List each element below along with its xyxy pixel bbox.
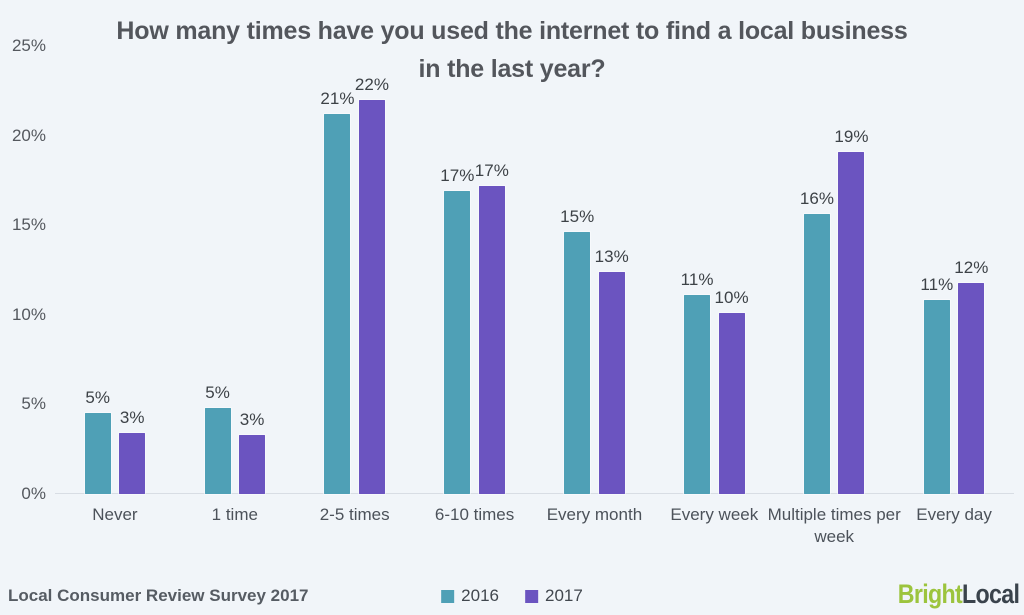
chart-title: How many times have you used the interne… xyxy=(0,12,1024,88)
y-axis-tick-label: 15% xyxy=(11,215,46,235)
x-axis-label: Never xyxy=(92,505,138,524)
bar-2017-multiple-times-per-week xyxy=(838,151,865,494)
bar-value-label: 16% xyxy=(799,189,834,209)
bar-value-label: 17% xyxy=(440,166,475,186)
bar-2017-every-day xyxy=(958,282,985,494)
legend: 2016 2017 xyxy=(441,586,583,606)
x-axis-label: 1 time xyxy=(211,505,258,524)
legend-label-2017: 2017 xyxy=(545,586,583,605)
legend-item-2016: 2016 xyxy=(441,586,499,606)
bar-2016-1-time xyxy=(204,407,231,494)
logo-text-bright: Bright xyxy=(897,579,963,609)
x-axis-baseline xyxy=(55,493,1014,494)
bar-value-label: 5% xyxy=(85,388,110,408)
legend-label-2016: 2016 xyxy=(461,586,499,605)
brightlocal-logo: BrightLocal xyxy=(897,579,1020,610)
bar-2017-6-10-times xyxy=(478,185,505,494)
bar-value-label: 19% xyxy=(834,126,869,146)
y-axis-tick-label: 5% xyxy=(21,394,46,414)
bar-2016-6-10-times xyxy=(444,191,471,494)
bar-value-label: 3% xyxy=(119,408,145,428)
bar-2016-every-day xyxy=(923,300,950,494)
legend-swatch-2017 xyxy=(525,589,538,603)
bar-2016-never xyxy=(84,413,111,494)
bar-2017-every-month xyxy=(598,271,625,494)
x-axis-label: Multiple times per week xyxy=(767,505,901,546)
bar-value-label: 13% xyxy=(594,246,629,266)
bar-2017-2-5-times xyxy=(358,99,385,494)
logo-text-local: Local xyxy=(961,579,1020,609)
chart-title-line: in the last year? xyxy=(418,55,606,83)
bar-value-label: 11% xyxy=(680,270,714,290)
bar-2017-never xyxy=(119,433,146,494)
source-label: Local Consumer Review Survey 2017 xyxy=(8,586,309,605)
bar-2016-every-week xyxy=(684,295,711,494)
bar-value-label: 10% xyxy=(714,288,749,307)
y-axis-tick-label: 20% xyxy=(11,125,46,145)
y-axis-tick-label: 0% xyxy=(21,484,46,503)
bar-value-label: 11% xyxy=(920,275,954,295)
bar-value-label: 15% xyxy=(560,207,595,227)
x-axis-label: 2-5 times xyxy=(319,505,390,524)
chart-title-line: How many times have you used the interne… xyxy=(116,17,908,45)
bar-2017-every-week xyxy=(718,313,745,494)
bar-2016-2-5-times xyxy=(324,114,351,494)
bar-value-label: 22% xyxy=(354,74,389,94)
legend-item-2017: 2017 xyxy=(525,586,583,606)
x-axis-label: Every week xyxy=(670,505,759,524)
bar-value-label: 17% xyxy=(474,160,509,180)
bar-2016-every-month xyxy=(564,232,591,494)
x-axis-label: Every month xyxy=(546,505,643,524)
footer: Local Consumer Review Survey 2017 2016 20… xyxy=(0,577,1024,615)
x-axis-label: 6-10 times xyxy=(434,505,515,524)
bar-value-label: 5% xyxy=(205,382,230,402)
legend-swatch-2016 xyxy=(441,589,455,603)
bar-value-label: 21% xyxy=(320,89,355,109)
bar-2017-1-time xyxy=(239,434,266,494)
y-axis-tick-label: 25% xyxy=(11,36,46,55)
bar-2016-multiple-times-per-week xyxy=(803,214,830,494)
y-axis-tick-label: 10% xyxy=(11,304,46,324)
bar-value-label: 3% xyxy=(239,409,265,429)
bar-value-label: 12% xyxy=(954,257,989,277)
x-axis-label: Every day xyxy=(916,505,992,524)
